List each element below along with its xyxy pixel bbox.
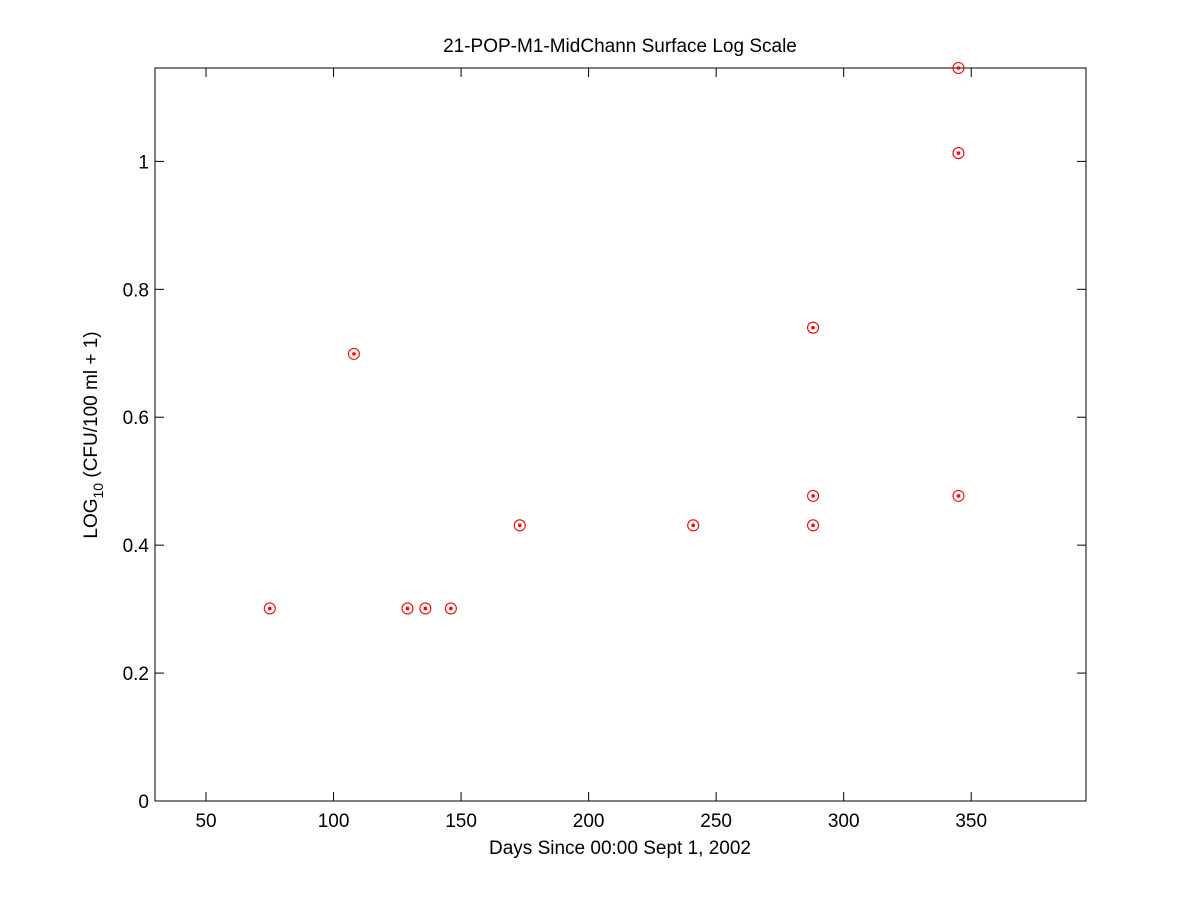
x-tick-label: 50: [195, 811, 216, 832]
data-point-dot: [811, 325, 815, 330]
data-point-dot: [956, 151, 961, 155]
data-point-circle: [401, 602, 414, 615]
data-point-dot: [691, 523, 695, 528]
data-point: [444, 602, 457, 615]
data-point: [807, 321, 820, 334]
data-point-dot: [956, 494, 961, 498]
data-point: [952, 489, 965, 502]
data-point: [263, 602, 276, 615]
data-point-circle: [347, 347, 361, 360]
y-tick-label: 0.8: [123, 280, 149, 301]
data-point-dot: [423, 606, 428, 611]
x-tick-label: 250: [700, 811, 732, 832]
data-point-circle: [807, 489, 820, 502]
data-point-circle: [687, 519, 700, 532]
x-tick-label: 150: [445, 811, 477, 832]
data-point: [419, 602, 432, 615]
x-tick-label: 350: [955, 811, 987, 832]
data-point-dot: [811, 494, 815, 498]
data-point: [952, 61, 965, 75]
data-point: [513, 519, 526, 532]
data-point: [807, 519, 820, 532]
data-point-dot: [405, 606, 410, 611]
data-point-circle: [513, 519, 526, 532]
x-tick-label: 300: [828, 811, 860, 832]
data-point-circle: [419, 602, 432, 615]
data-point-dot: [956, 66, 961, 70]
x-tick-label: 200: [573, 811, 605, 832]
x-axis-label: Days Since 00:00 Sept 1, 2002: [489, 838, 751, 859]
y-axis-label-suffix: (CFU/100 ml + 1): [81, 331, 102, 483]
data-point: [401, 602, 414, 615]
data-point-dot: [811, 523, 815, 528]
data-point: [952, 147, 965, 160]
y-axis-label-subscript: 10: [90, 483, 106, 499]
data-point-circle: [952, 147, 965, 160]
y-axis-label: LOG10 (CFU/100 ml + 1): [81, 331, 106, 538]
y-tick-label: 0: [138, 792, 149, 813]
data-point-dot: [449, 606, 453, 611]
chart-title: 21-POP-M1-MidChann Surface Log Scale: [443, 36, 797, 57]
data-points: [263, 61, 965, 615]
data-point: [807, 489, 820, 502]
y-tick-label: 0.4: [123, 536, 150, 557]
plot-area: 50 100 150 200 250 300 350 0 0.2 0.4 0.6 0.8 1: [123, 61, 1087, 832]
x-axis-ticks: 50 100 150 200 250 300 350: [195, 68, 987, 832]
x-tick-label: 100: [318, 811, 350, 832]
data-point-dot: [267, 606, 272, 611]
data-point: [347, 347, 361, 360]
data-point-dot: [517, 523, 522, 528]
y-tick-label: 0.2: [123, 664, 149, 685]
y-tick-label: 1: [138, 152, 149, 173]
data-point-circle: [263, 602, 276, 615]
y-tick-label: 0.6: [123, 408, 149, 429]
data-point-dot: [352, 352, 356, 356]
data-point-circle: [952, 489, 965, 502]
data-point-circle: [952, 61, 965, 75]
y-axis-ticks: 0 0.2 0.4 0.6 0.8 1: [123, 152, 1086, 813]
data-point: [687, 519, 700, 532]
y-axis-label-prefix: LOG: [81, 498, 102, 538]
data-point-circle: [807, 519, 820, 532]
plot-frame: [154, 67, 1087, 802]
data-point-circle: [444, 602, 457, 615]
data-point-circle: [807, 321, 820, 334]
